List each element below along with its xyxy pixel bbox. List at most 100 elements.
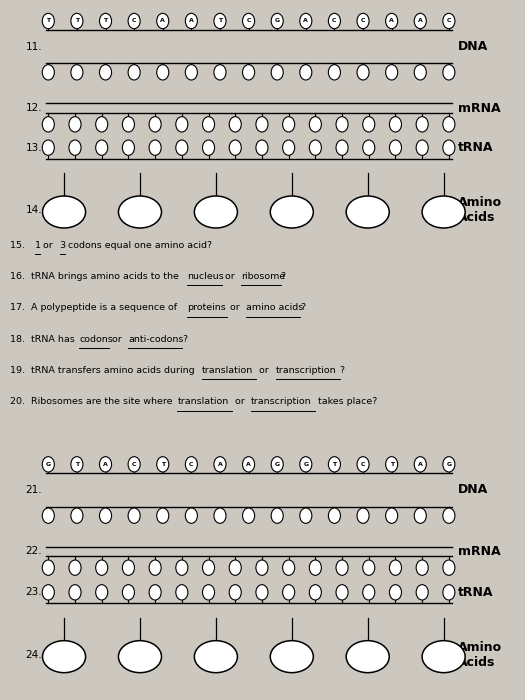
Ellipse shape <box>422 640 465 673</box>
Ellipse shape <box>119 640 162 673</box>
Text: 19.  tRNA transfers amino acids during: 19. tRNA transfers amino acids during <box>10 366 198 375</box>
Circle shape <box>329 13 341 29</box>
Circle shape <box>69 117 81 132</box>
Text: 14.: 14. <box>25 205 42 215</box>
Text: A: A <box>103 462 108 467</box>
Circle shape <box>176 117 188 132</box>
Text: G: G <box>446 462 452 467</box>
Text: translation: translation <box>177 398 229 407</box>
Circle shape <box>282 560 295 575</box>
Text: takes place?: takes place? <box>315 398 377 407</box>
Text: transcription: transcription <box>276 366 337 375</box>
Text: ?: ? <box>340 366 345 375</box>
Text: 15.: 15. <box>10 241 31 250</box>
Circle shape <box>203 117 215 132</box>
Text: translation: translation <box>202 366 253 375</box>
Circle shape <box>42 64 55 80</box>
Circle shape <box>96 560 108 575</box>
Text: ?: ? <box>300 304 306 312</box>
Text: T: T <box>218 18 222 24</box>
Circle shape <box>156 13 169 29</box>
Text: transcription: transcription <box>251 398 312 407</box>
Circle shape <box>243 13 255 29</box>
Text: codons equal one amino acid?: codons equal one amino acid? <box>65 241 212 250</box>
Circle shape <box>363 117 375 132</box>
Ellipse shape <box>43 640 86 673</box>
Circle shape <box>357 456 369 472</box>
Circle shape <box>256 560 268 575</box>
Text: G: G <box>46 462 51 467</box>
Text: T: T <box>161 462 165 467</box>
Circle shape <box>416 117 428 132</box>
Circle shape <box>443 456 455 472</box>
Circle shape <box>214 456 226 472</box>
Text: 1: 1 <box>35 241 41 250</box>
Circle shape <box>282 140 295 155</box>
Text: G: G <box>275 18 280 24</box>
Circle shape <box>443 140 455 155</box>
Text: T: T <box>390 462 394 467</box>
Circle shape <box>71 13 83 29</box>
Circle shape <box>336 584 348 600</box>
Ellipse shape <box>270 640 313 673</box>
Text: proteins: proteins <box>187 304 226 312</box>
Circle shape <box>309 117 321 132</box>
Circle shape <box>203 560 215 575</box>
Text: G: G <box>303 462 308 467</box>
Text: 18.  tRNA has: 18. tRNA has <box>10 335 78 344</box>
Circle shape <box>229 560 242 575</box>
Text: ?: ? <box>182 335 187 344</box>
Circle shape <box>385 456 398 472</box>
Text: ribosome: ribosome <box>242 272 286 281</box>
Circle shape <box>100 64 111 80</box>
Circle shape <box>385 508 398 524</box>
Text: C: C <box>189 462 194 467</box>
Circle shape <box>390 117 402 132</box>
Circle shape <box>414 13 426 29</box>
Circle shape <box>149 117 161 132</box>
Circle shape <box>122 140 134 155</box>
Circle shape <box>71 508 83 524</box>
Text: 21.: 21. <box>25 485 42 495</box>
Circle shape <box>71 456 83 472</box>
Ellipse shape <box>43 196 86 228</box>
Circle shape <box>42 560 55 575</box>
Text: 22.: 22. <box>25 546 42 556</box>
Text: 3: 3 <box>60 241 66 250</box>
Text: nucleus: nucleus <box>187 272 224 281</box>
Circle shape <box>357 508 369 524</box>
Circle shape <box>128 64 140 80</box>
Circle shape <box>336 117 348 132</box>
Circle shape <box>443 560 455 575</box>
Circle shape <box>443 64 455 80</box>
Text: A: A <box>189 18 194 24</box>
Text: C: C <box>246 18 251 24</box>
Circle shape <box>390 584 402 600</box>
Text: C: C <box>132 18 136 24</box>
Circle shape <box>42 140 55 155</box>
Circle shape <box>357 64 369 80</box>
Circle shape <box>271 13 284 29</box>
Circle shape <box>329 456 341 472</box>
Text: 24.: 24. <box>25 650 42 659</box>
Text: Amino
Acids: Amino Acids <box>458 196 502 224</box>
Text: or: or <box>40 241 56 250</box>
Text: C: C <box>332 18 337 24</box>
Circle shape <box>309 560 321 575</box>
Text: or: or <box>256 366 272 375</box>
Circle shape <box>122 560 134 575</box>
Circle shape <box>122 117 134 132</box>
Circle shape <box>176 140 188 155</box>
Circle shape <box>300 456 312 472</box>
Circle shape <box>271 64 284 80</box>
Text: mRNA: mRNA <box>458 545 501 558</box>
Circle shape <box>96 584 108 600</box>
Circle shape <box>100 508 111 524</box>
Circle shape <box>96 117 108 132</box>
Text: A: A <box>418 18 423 24</box>
Circle shape <box>176 560 188 575</box>
Circle shape <box>156 508 169 524</box>
Text: anti-codons: anti-codons <box>129 335 184 344</box>
Circle shape <box>363 560 375 575</box>
Circle shape <box>42 584 55 600</box>
